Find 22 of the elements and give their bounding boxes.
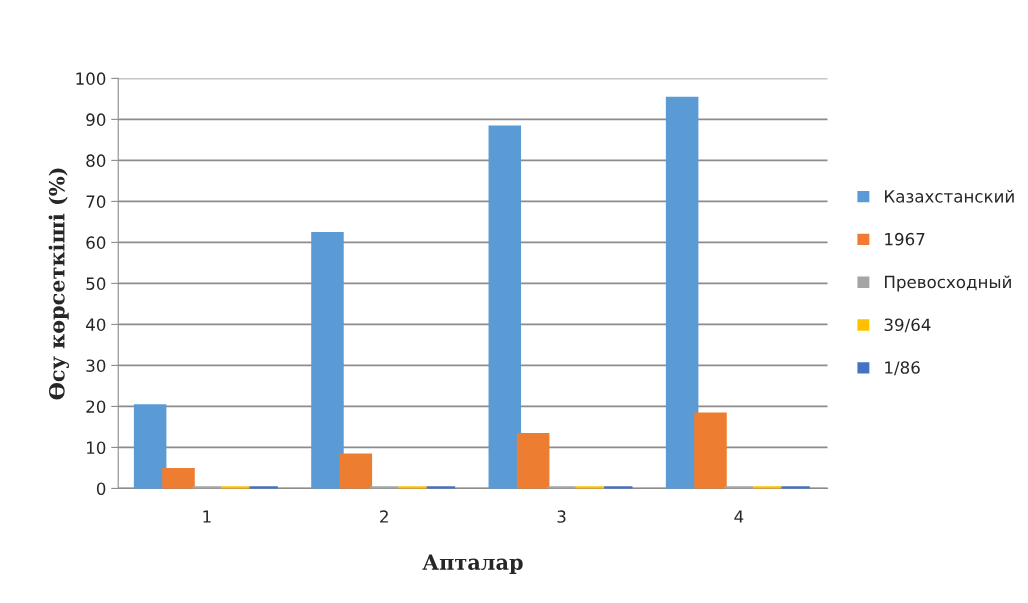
y-tick-label: 90 [86,113,106,126]
y-tick-label: 30 [86,359,106,372]
y-tick-label: 50 [86,277,106,290]
x-tick-label: 1 [203,510,211,523]
legend-label: Превосходный [885,275,1011,292]
legend-label: 39/64 [884,318,931,333]
y-tick-label: 80 [86,154,106,167]
y-tick-label: 20 [86,400,106,413]
y-tick-label: 100 [76,72,106,85]
legend-label: 1/86 [885,361,920,376]
y-tick-label: 70 [86,195,106,208]
x-axis-title: Апталар [422,554,523,575]
x-tick-label: 4 [734,510,744,523]
y-tick-label: 60 [86,236,106,249]
x-tick-label: 2 [380,510,388,523]
y-tick-label: 40 [86,318,106,331]
y-axis-title: Өсу көрсеткіші (%) [48,168,70,400]
y-tick-label: 0 [96,482,106,495]
legend-label: 1967 [885,232,925,246]
x-tick-label: 3 [557,510,566,523]
legend-label: Казахстанский [885,189,1014,203]
y-tick-label: 10 [87,441,106,454]
